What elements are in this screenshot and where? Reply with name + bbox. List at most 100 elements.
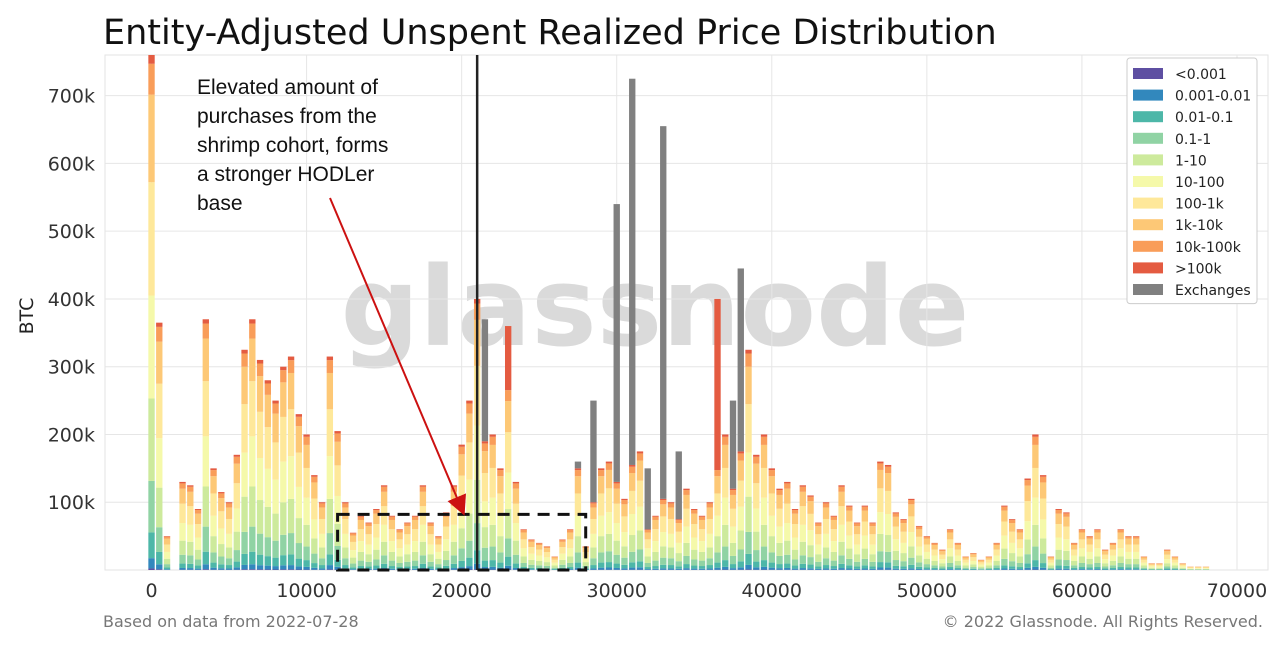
bar-stack (388, 515, 396, 570)
y-tick-label: 200k (48, 424, 95, 446)
bar-segment (210, 476, 217, 494)
legend-label: 1k-10k (1175, 218, 1224, 234)
bar-segment (249, 338, 256, 382)
bar-segment (404, 544, 411, 555)
bar-segment (1133, 536, 1140, 537)
bar-segment (1001, 548, 1008, 559)
bar-segment (846, 535, 853, 549)
bar-segment (148, 532, 155, 559)
bar-segment (908, 564, 915, 569)
bar-segment (567, 567, 574, 570)
bar-stack (567, 529, 574, 570)
bar-segment (768, 562, 775, 568)
bar-segment (660, 500, 667, 505)
footer-source: Based on data from 2022-07-28 (103, 612, 359, 631)
bar-segment (427, 566, 434, 569)
bar-segment (450, 541, 458, 556)
bar-segment (784, 563, 791, 568)
bar-segment (675, 561, 682, 567)
bar-segment (349, 532, 357, 534)
bar-segment (396, 529, 403, 531)
bar-segment (977, 564, 985, 567)
bar-segment (698, 568, 706, 570)
bar-segment (830, 541, 837, 552)
bar-segment (621, 557, 628, 565)
bar-segment (373, 524, 380, 538)
bar-segment (605, 488, 613, 513)
bar-segment (357, 541, 365, 552)
bar-segment (722, 467, 729, 498)
bar-segment (466, 400, 473, 404)
bar-segment (202, 338, 209, 382)
bar-segment (791, 565, 799, 569)
bar-segment (163, 567, 171, 570)
bar-stack (1102, 549, 1109, 570)
bar-stack (784, 481, 791, 570)
bar-segment (512, 483, 520, 489)
bar-segment (869, 554, 876, 562)
bar-segment (365, 544, 372, 555)
bar-segment (760, 546, 768, 561)
bar-segment (450, 563, 458, 569)
bar-segment (148, 63, 155, 95)
bar-stack (722, 434, 729, 570)
bar-stack (652, 515, 659, 570)
bar-segment (396, 567, 403, 570)
bar-segment (737, 561, 744, 568)
bar-segment (218, 544, 225, 557)
bar-stack (489, 434, 496, 570)
bar-segment (706, 533, 713, 548)
bar-segment (179, 540, 186, 555)
bar-segment (287, 372, 295, 410)
bar-segment (753, 508, 760, 532)
bar-segment (644, 569, 651, 570)
bar-segment (977, 560, 985, 563)
bar-segment (1008, 553, 1016, 562)
bar-segment (636, 480, 644, 507)
bar-stack (698, 515, 706, 570)
bar-segment (574, 552, 582, 563)
bar-segment-exchanges (644, 468, 651, 530)
bar-segment (807, 530, 814, 546)
bar-segment (187, 568, 194, 570)
bar-segment (737, 451, 744, 454)
bar-segment (815, 561, 822, 567)
bar-segment-exchanges (729, 400, 737, 489)
bar-segment (388, 529, 396, 542)
bar-segment (303, 497, 310, 525)
bar-segment (667, 558, 675, 566)
legend-label: Exchanges (1175, 283, 1251, 299)
bar-segment (714, 493, 721, 516)
legend-item: 1k-10k (1133, 218, 1224, 234)
bar-segment (1187, 567, 1194, 569)
bar-stack (962, 556, 969, 570)
bar-segment (210, 468, 217, 471)
bar-segment (737, 506, 744, 531)
bar-segment (458, 446, 465, 455)
annotation-line: a stronger HODLer (197, 163, 374, 186)
bar-segment (962, 557, 969, 560)
bar-segment (342, 518, 349, 534)
bar-segment (497, 562, 504, 568)
bar-segment (946, 529, 954, 531)
bar-segment (1078, 539, 1086, 549)
bar-segment (1086, 551, 1093, 559)
bar-segment (419, 563, 427, 569)
bar-segment (536, 555, 543, 561)
legend-label: 0.1-1 (1175, 132, 1211, 148)
bar-segment (691, 524, 698, 538)
bar-segment (349, 557, 357, 564)
bar-segment (691, 509, 698, 511)
bar-segment (458, 548, 465, 561)
bar-segment (1195, 567, 1202, 569)
bar-stack (853, 522, 861, 570)
bar-segment (900, 553, 907, 562)
bar-segment (357, 529, 365, 542)
legend-swatch (1133, 240, 1163, 252)
bar-segment (667, 507, 675, 519)
bar-segment (1156, 567, 1163, 569)
bar-segment (636, 453, 644, 461)
bar-stack (404, 522, 411, 570)
bar-segment (256, 565, 264, 570)
bar-segment (373, 565, 380, 569)
